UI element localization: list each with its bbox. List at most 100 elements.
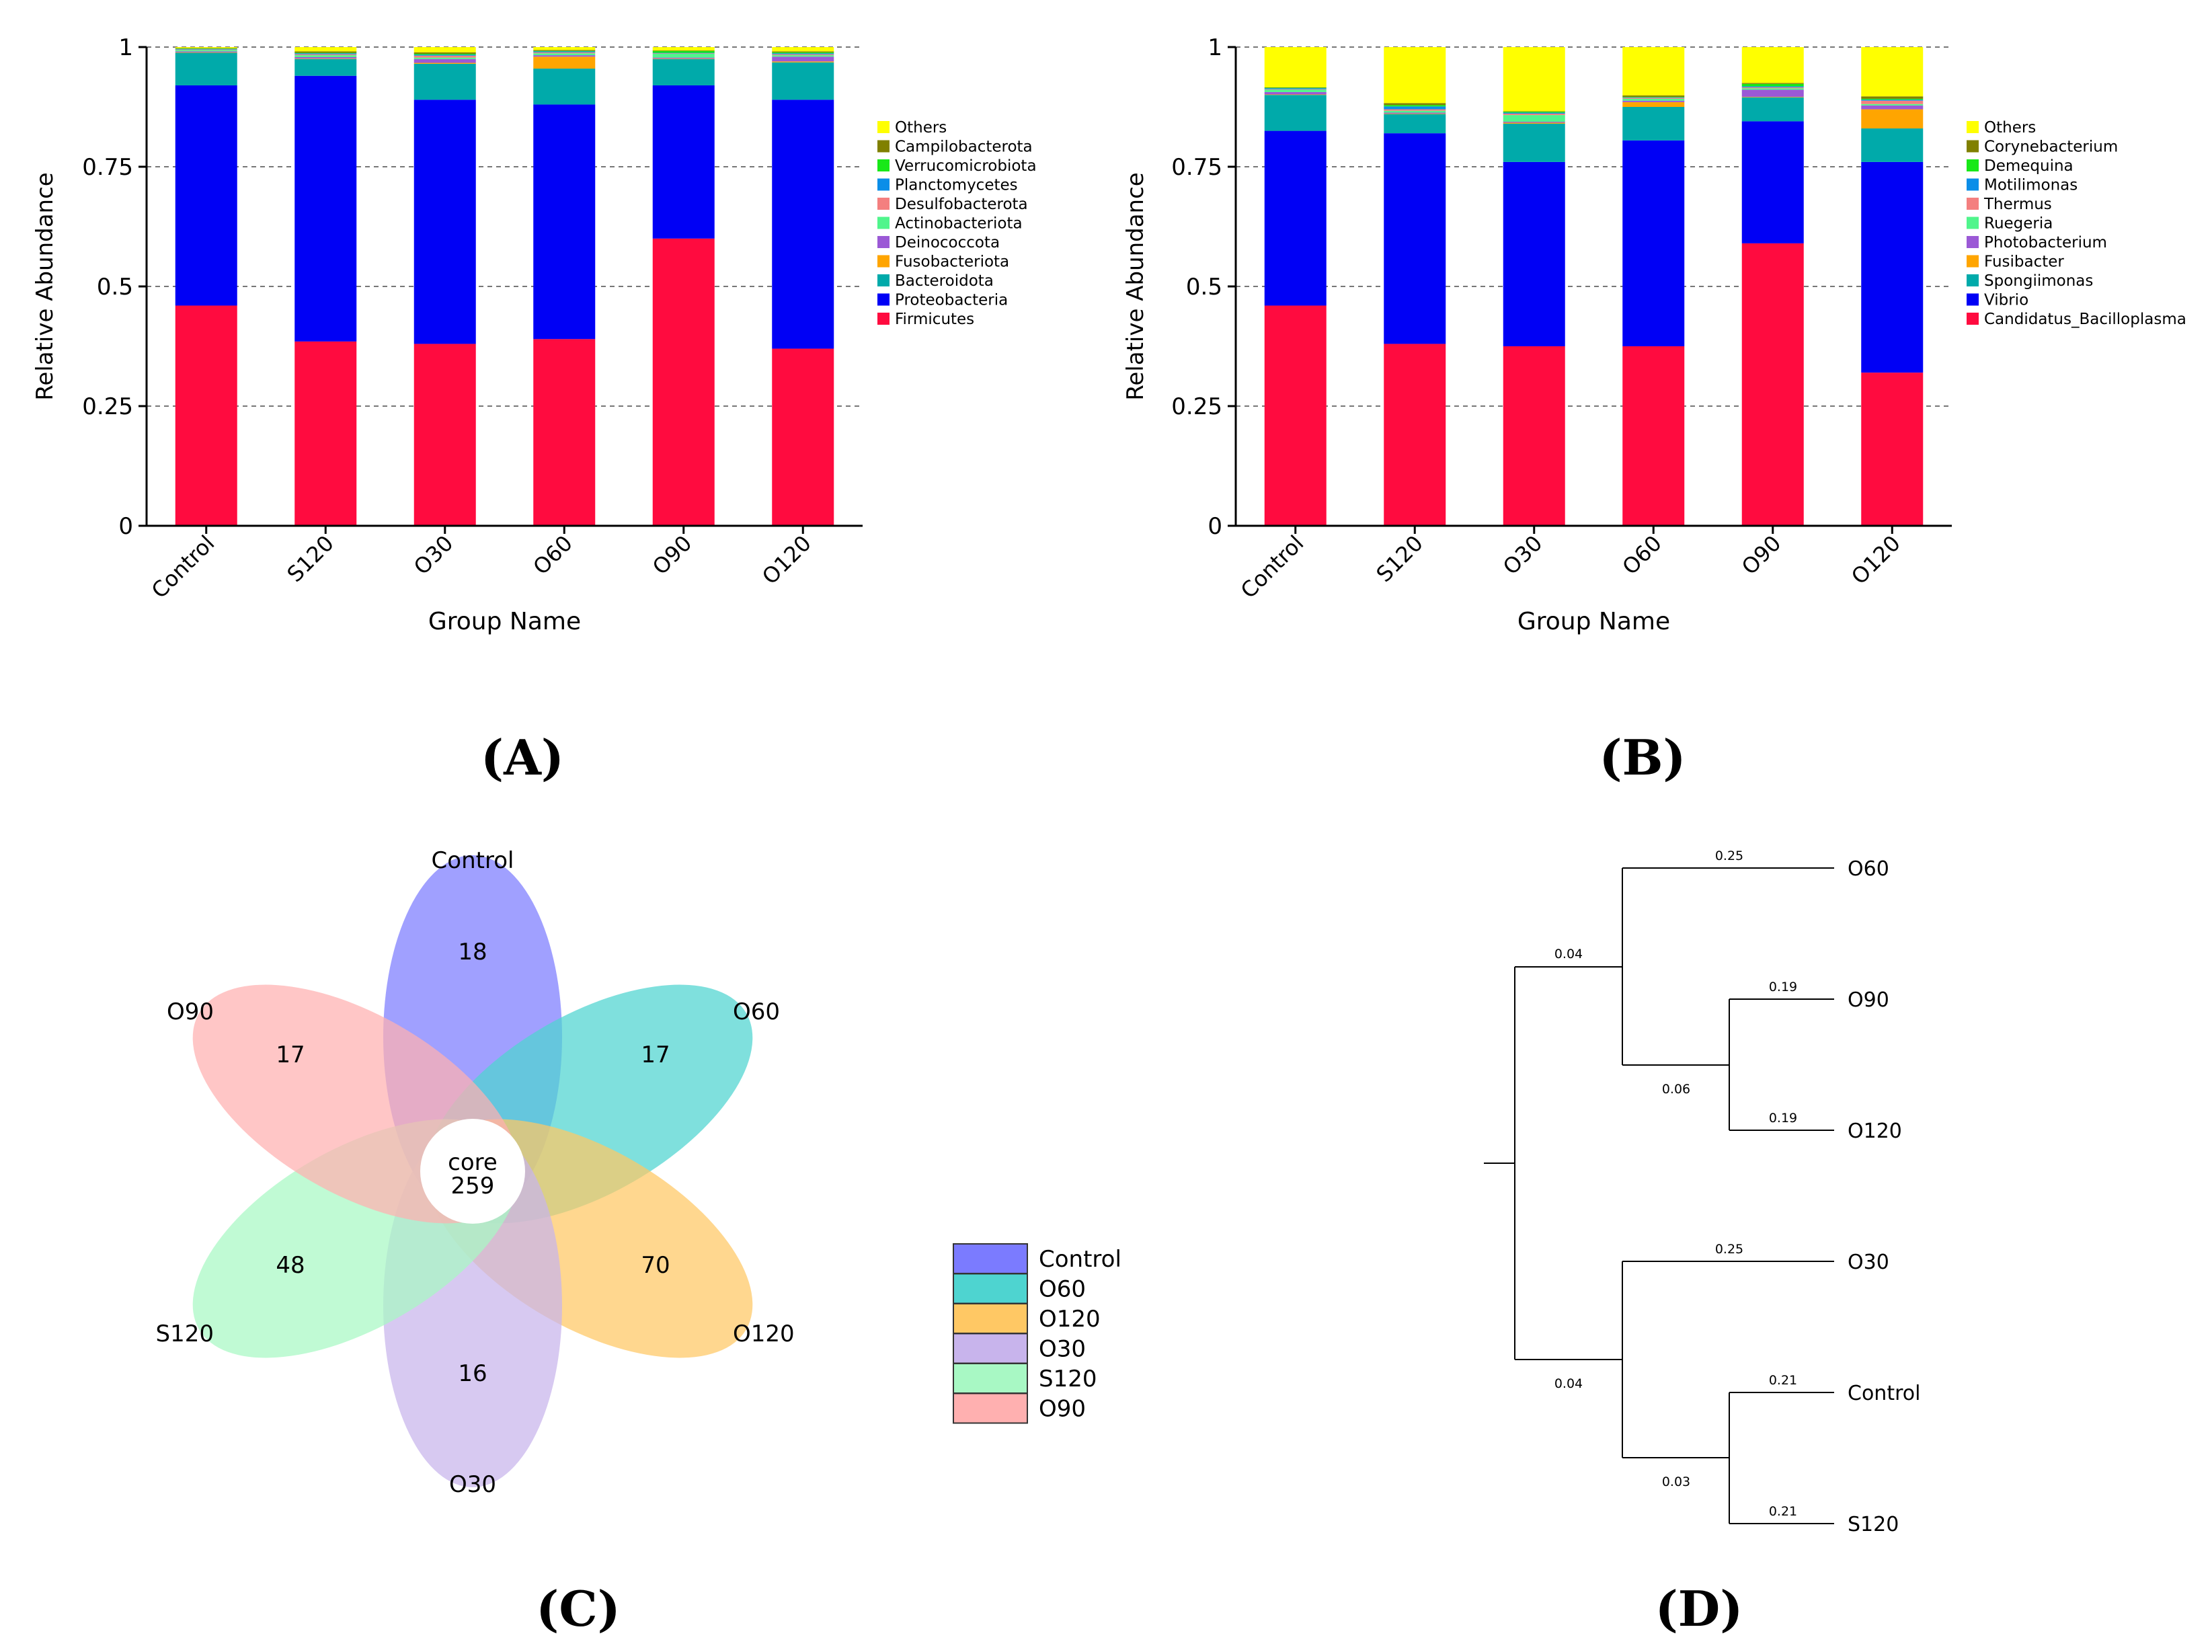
branch-length-label: 0.06 [1662,1082,1690,1097]
core-value: 259 [451,1173,495,1199]
bar-segment-others-o120 [772,47,834,52]
bar-segment-bacteroidota-o120 [772,62,834,100]
leaf-label-o90: O90 [1848,988,1889,1012]
bar-segment-vibrio-control [1264,130,1327,306]
bar-segment-spongiimonas-s120 [1384,114,1446,134]
bar-segment-spongiimonas-o60 [1622,107,1685,141]
legend-label-spongiimonas: Spongiimonas [1984,272,2093,290]
bar-segment-ruegeria-o60 [1622,98,1685,101]
bar-segment-fusibacter-o60 [1622,102,1685,107]
legend-label-fusobacteriota: Fusobacteriota [895,253,1009,271]
bar-segment-motilimonas-s120 [1384,106,1446,110]
panel-label-d: (D) [1655,1580,1743,1637]
bar-segment-deinococcota-o30 [413,58,476,63]
bar-segment-firmicutes-o120 [772,348,834,526]
bar-segment-desulfobacterota-o60 [533,52,596,54]
legend-swatch-demequina [1967,159,1979,171]
bar-segment-photobacterium-control [1264,91,1327,95]
bar-segment-campilobacterota-o30 [413,52,476,54]
y-tick-label: 0.25 [1171,393,1222,420]
bar-segment-planctomycetes-control [175,48,237,50]
bar-segment-desulfobacterota-o120 [772,54,834,56]
bar-segment-others-o90 [652,47,715,50]
legend-label-o60: O60 [1039,1276,1086,1303]
bar-segment-demequina-s120 [1384,105,1446,107]
bar-segment-firmicutes-o30 [413,344,476,526]
bar-segment-corynebacterium-o120 [1861,96,1924,99]
bar-segment-proteobacteria-control [175,85,237,306]
x-tick-label: Control [147,530,220,604]
bar-segment-proteobacteria-o60 [533,104,596,340]
bar-segment-ruegeria-o90 [1741,88,1804,90]
bar-segment-thermus-o120 [1861,100,1924,104]
branch-length-label: 0.03 [1662,1474,1690,1489]
legend-swatch-verrucomicrobiota [877,159,890,171]
y-axis-title: Relative Abundance [1122,172,1149,400]
bar-segment-bacteroidota-s120 [294,58,357,76]
y-tick-label: 0.5 [1186,274,1222,301]
bar-segment-candidatus_bacilloplasma-o90 [1741,243,1804,526]
panel-d-cluster-tree: 0.25 0.19 0.19 0.25 0.21 0.21 0.04 0.06 0.04 0.03… [1484,849,1920,1536]
bar-segment-ruegeria-control [1264,89,1327,92]
bar-segment-vibrio-o120 [1861,161,1924,373]
legend-swatch-campilobacterota [877,140,890,153]
legend-label-deinococcota: Deinococcota [895,234,1000,251]
legend-swatch-planctomycetes [877,178,890,191]
bar-segment-vibrio-o60 [1622,140,1685,346]
petal-label-o30: O30 [449,1471,496,1498]
bar-segment-verrucomicrobiota-o90 [652,50,715,53]
panel-label-c: (C) [536,1580,620,1637]
x-tick-label: O60 [1617,530,1666,580]
legend-label-bacteroidota: Bacteroidota [895,272,994,290]
panel-label-b: (B) [1599,729,1686,786]
bar-segment-corynebacterium-o60 [1622,95,1685,97]
bar-segment-candidatus_bacilloplasma-control [1264,305,1327,526]
bar-segment-demequina-o90 [1741,83,1804,87]
leaf-label-o60: O60 [1848,857,1889,881]
legend-label-others: Others [895,119,947,136]
bar-segment-demequina-o120 [1861,98,1924,100]
y-axis-title: Relative Abundance [32,172,58,400]
branch-length-label: 0.19 [1769,980,1797,994]
x-axis-title: Group Name [1517,608,1670,635]
branch-length-label: 0.25 [1715,849,1743,863]
legend-swatch-bacteroidota [877,274,890,286]
x-tick-label: O120 [757,530,816,590]
core-label: core [448,1149,498,1176]
legend-label-photobacterium: Photobacterium [1984,234,2107,251]
legend-swatch-o120 [953,1303,1028,1334]
bar-segment-motilimonas-o90 [1741,86,1804,87]
bar-segment-campilobacterota-o90 [652,50,715,51]
legend-label-o120: O120 [1039,1306,1101,1333]
y-tick-label: 1 [118,34,133,61]
branch-length-label: 0.04 [1554,1376,1583,1391]
bar-segment-fusibacter-o30 [1503,122,1565,124]
legend-swatch-deinococcota [877,236,890,248]
legend-label-proteobacteria: Proteobacteria [895,292,1008,309]
bar-segment-others-s120 [294,47,357,52]
legend-label-fusibacter: Fusibacter [1984,253,2064,271]
legend-label-firmicutes: Firmicutes [895,311,974,328]
bar-segment-motilimonas-control [1264,88,1327,89]
bar-segment-bacteroidota-o90 [652,58,715,85]
legend-swatch-firmicutes [877,313,890,325]
legend-swatch-o60 [953,1273,1028,1304]
legend-swatch-fusobacteriota [877,255,890,268]
legend-swatch-o30 [953,1333,1028,1364]
x-tick-label: O120 [1846,530,1905,590]
legend-label-planctomycetes: Planctomycetes [895,177,1018,194]
leaf-label-control: Control [1848,1382,1920,1405]
legend-label-motilimonas: Motilimonas [1984,177,2078,194]
bar-segment-candidatus_bacilloplasma-o60 [1622,346,1685,526]
petal-value-o60: 17 [641,1041,670,1068]
y-tick-label: 0 [1208,513,1222,540]
core-circle [420,1119,525,1224]
bar-segment-verrucomicrobiota-o120 [772,52,834,54]
legend-swatch-fusibacter [1967,255,1979,268]
legend-label-actinobacteriota: Actinobacteriota [895,215,1023,233]
petal-label-o90: O90 [167,998,214,1025]
bar-segment-planctomycetes-o90 [652,52,715,54]
bar-segment-actinobacteriota-s120 [294,55,357,57]
bar-segment-spongiimonas-o90 [1741,97,1804,122]
legend-swatch-vibrio [1967,293,1979,306]
